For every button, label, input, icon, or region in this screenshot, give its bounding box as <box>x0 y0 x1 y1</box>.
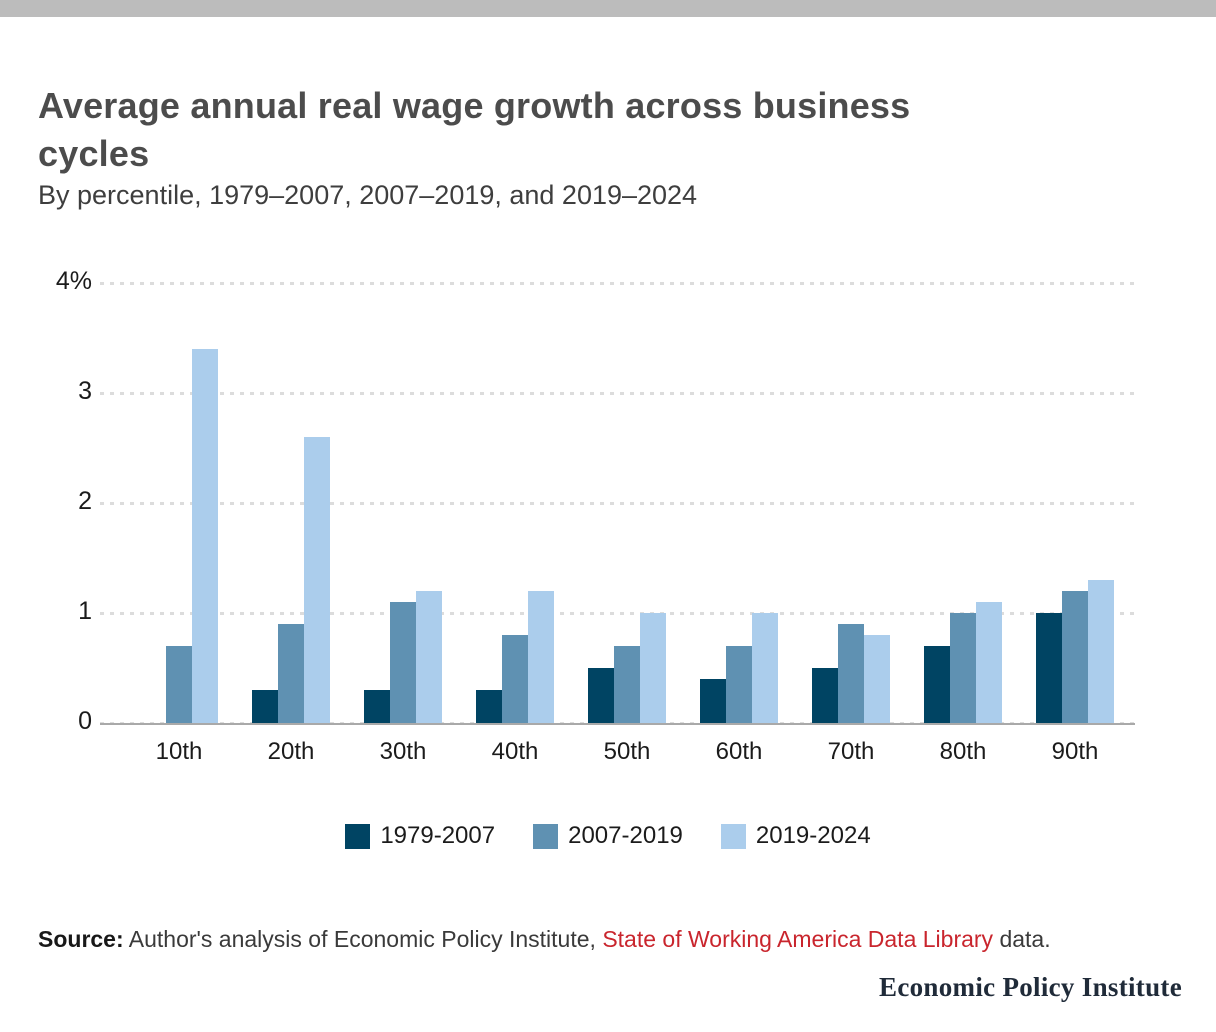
bar-2007-2019-10th <box>166 646 192 723</box>
x-axis-labels: 10th 20th 30th 40th 50th 60th 70th 80th 90th <box>100 738 1175 766</box>
source-suffix: data. <box>993 926 1051 952</box>
y-tick-label-1: 1 <box>78 597 92 625</box>
x-tick-label-70th: 70th <box>827 738 875 765</box>
bar-group-60th <box>700 613 778 723</box>
epi-wordmark: Economic Policy Institute <box>879 972 1182 1002</box>
bar-2007-2019-60th <box>726 646 752 723</box>
bar-group-20th <box>252 437 330 723</box>
legend-item-1979-2007: 1979-2007 <box>345 822 495 850</box>
legend-label-1979-2007: 1979-2007 <box>380 822 496 849</box>
x-tick-label-60th: 60th <box>715 738 763 765</box>
legend-item-2019-2024: 2019-2024 <box>720 822 871 850</box>
y-tick-label-2: 2 <box>78 487 92 515</box>
bar-group-10th <box>140 349 218 723</box>
top-gray-bar <box>0 0 1216 17</box>
bar-group-30th <box>364 591 442 723</box>
x-tick-label-40th: 40th <box>491 738 539 765</box>
bar-2007-2019-30th <box>390 602 416 723</box>
bar-2019-2024-80th <box>976 602 1002 723</box>
bar-group-90th <box>1036 580 1114 723</box>
bar-2007-2019-50th <box>614 646 640 723</box>
gridline-2 <box>100 502 1135 505</box>
bar-2019-2024-20th <box>304 437 330 723</box>
legend-swatch-2007-2019 <box>533 823 559 849</box>
bar-2019-2024-40th <box>528 591 554 723</box>
gridline-4 <box>100 282 1135 285</box>
bar-2019-2024-30th <box>416 591 442 723</box>
bar-group-70th <box>812 624 890 723</box>
bar-1979-2007-40th <box>476 690 502 723</box>
source-text: Author's analysis of Economic Policy Ins… <box>123 926 603 952</box>
bar-group-50th <box>588 613 666 723</box>
legend: 1979-2007 2007-2019 2019-2024 <box>0 822 1216 850</box>
gridline-1 <box>100 612 1135 615</box>
source-note: Source: Author's analysis of Economic Po… <box>38 926 1051 953</box>
bar-2019-2024-50th <box>640 613 666 723</box>
bar-1979-2007-20th <box>252 690 278 723</box>
bar-1979-2007-70th <box>812 668 838 723</box>
chart-title-line1: Average annual real wage growth across b… <box>38 85 911 127</box>
bar-2007-2019-80th <box>950 613 976 723</box>
x-axis-line <box>100 723 1135 725</box>
bar-2007-2019-40th <box>502 635 528 723</box>
x-tick-label-90th: 90th <box>1051 738 1099 765</box>
chart-title-line2: cycles <box>38 133 150 175</box>
bar-group-40th <box>476 591 554 723</box>
x-tick-label-80th: 80th <box>939 738 987 765</box>
bar-1979-2007-90th <box>1036 613 1062 723</box>
bar-2007-2019-20th <box>278 624 304 723</box>
y-axis-labels: 4% 3 2 1 0 <box>14 267 92 735</box>
legend-swatch-2019-2024 <box>720 823 746 849</box>
bar-1979-2007-30th <box>364 690 390 723</box>
bar-1979-2007-80th <box>924 646 950 723</box>
bar-2019-2024-70th <box>864 635 890 723</box>
bar-1979-2007-60th <box>700 679 726 723</box>
bar-2019-2024-60th <box>752 613 778 723</box>
bar-2019-2024-90th <box>1088 580 1114 723</box>
bar-1979-2007-50th <box>588 668 614 723</box>
bar-group-80th <box>924 602 1002 723</box>
x-tick-label-30th: 30th <box>379 738 427 765</box>
gridline-3 <box>100 392 1135 395</box>
legend-item-2007-2019: 2007-2019 <box>533 822 683 850</box>
bar-2007-2019-90th <box>1062 591 1088 723</box>
bar-2007-2019-70th <box>838 624 864 723</box>
x-tick-label-50th: 50th <box>603 738 651 765</box>
bar-2019-2024-10th <box>192 349 218 723</box>
y-tick-label-3: 3 <box>78 377 92 405</box>
legend-swatch-1979-2007 <box>345 823 371 849</box>
source-label: Source: <box>38 926 124 952</box>
y-tick-label-4: 4% <box>55 267 92 295</box>
source-link[interactable]: State of Working America Data Library <box>602 926 994 952</box>
chart-subtitle: By percentile, 1979–2007, 2007–2019, and… <box>38 180 698 210</box>
plot-area <box>100 282 1135 725</box>
x-tick-label-20th: 20th <box>267 738 315 765</box>
x-tick-label-10th: 10th <box>155 738 203 765</box>
legend-label-2019-2024: 2019-2024 <box>755 822 871 849</box>
y-tick-label-0: 0 <box>78 707 92 735</box>
bars-row <box>100 349 1114 723</box>
legend-label-2007-2019: 2007-2019 <box>568 822 683 849</box>
chart-title: Average annual real wage growth across b… <box>38 82 1098 178</box>
